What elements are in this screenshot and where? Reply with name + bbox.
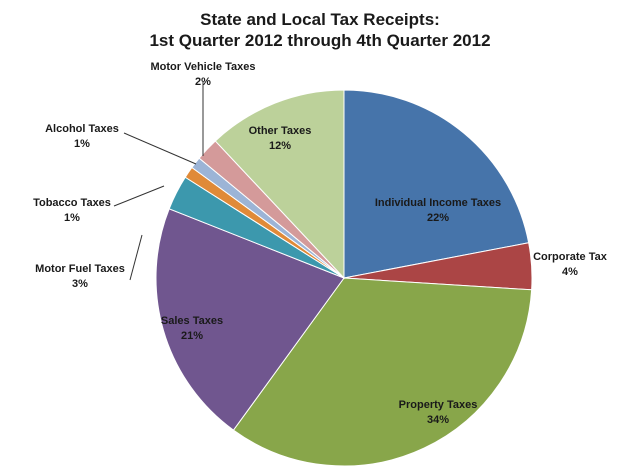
slice-percent-tobacco-taxes: 1% (64, 212, 80, 224)
slice-percent-motor-fuel-taxes: 3% (72, 278, 88, 290)
slice-percent-alcohol-taxes: 1% (74, 138, 90, 150)
slice-label-motor-fuel-taxes: Motor Fuel Taxes (35, 263, 125, 275)
pie-slice-individual-income-taxes (343, 89, 530, 279)
chart-title-line-2: 1st Quarter 2012 through 4th Quarter 201… (149, 31, 491, 50)
slice-label-property-taxes: Property Taxes (399, 399, 478, 411)
slice-percent-motor-vehicle-taxes: 2% (195, 76, 211, 88)
chart-title-line-1: State and Local Tax Receipts: (200, 10, 440, 29)
slice-label-individual-income-taxes: Individual Income Taxes (375, 197, 501, 209)
slice-label-tobacco-taxes: Tobacco Taxes (33, 197, 111, 209)
slice-percent-individual-income-taxes: 22% (427, 212, 449, 224)
slice-label-alcohol-taxes: Alcohol Taxes (45, 123, 119, 135)
leader-line-alcohol-taxes (123, 132, 197, 165)
slice-percent-property-taxes: 34% (427, 414, 449, 426)
pie-slice-other-taxes (214, 89, 345, 280)
slice-label-other-taxes: Other Taxes (249, 125, 312, 137)
slice-label-sales-taxes: Sales Taxes (161, 315, 223, 327)
slice-percent-sales-taxes: 21% (181, 330, 203, 342)
slice-label-corporate-tax: Corporate Tax (533, 251, 608, 263)
slice-label-motor-vehicle-taxes: Motor Vehicle Taxes (151, 61, 256, 73)
slice-percent-other-taxes: 12% (269, 140, 291, 152)
pie-slice-sales-taxes (155, 208, 345, 431)
leader-line-motor-fuel-taxes (129, 234, 143, 281)
leader-line-tobacco-taxes (113, 185, 165, 207)
pie-slice-property-taxes (232, 277, 533, 467)
slice-percent-corporate-tax: 4% (562, 266, 578, 278)
